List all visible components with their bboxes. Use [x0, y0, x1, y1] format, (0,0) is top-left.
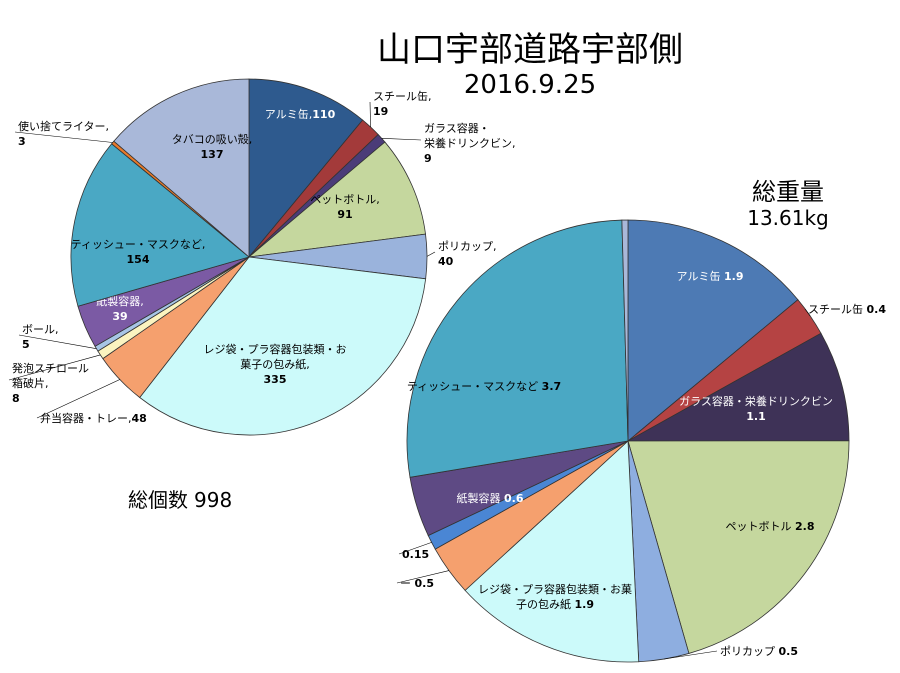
slice-label-count-3: ペットボトル, 91 [310, 193, 380, 221]
slice-label-weight-7: 0.15 [402, 548, 429, 561]
chart-date: 2016.9.25 [463, 70, 597, 100]
pie-slice-weight-0 [627, 219, 799, 442]
slice-label-count-5: レジ袋・プラ容器包装類・お菓子の包み紙, 335 [204, 342, 347, 386]
pie-slice-count-0 [248, 78, 364, 259]
leader-line-count-8 [18, 334, 97, 349]
slice-label-count-8: ボール, 5 [22, 323, 59, 351]
leader-line-count-6 [36, 379, 120, 419]
leader-line-weight-6 [396, 570, 450, 584]
slice-label-weight-3: ペットボトル 2.8 [726, 520, 815, 533]
slice-label-count-7: 発泡スチロール箱破片, 8 [12, 361, 89, 405]
total-weight-label: 総重量 [752, 178, 824, 206]
slice-label-count-1: スチール缶, 19 [373, 89, 432, 118]
leader-line-count-11 [14, 131, 113, 143]
leader-line-count-7 [8, 354, 101, 381]
total-count: 総個数 998 [128, 484, 238, 513]
slice-label-weight-8: 紙製容器 0.6 [457, 491, 524, 505]
slice-label-weight-4: ポリカップ 0.5 [720, 645, 798, 658]
pie-slice-count-5 [139, 256, 427, 436]
leader-line-count-1 [369, 101, 371, 128]
total-count-label: 総個数 [128, 488, 188, 512]
pie-slice-weight-9 [406, 219, 629, 478]
leader-line-count-4 [426, 251, 436, 257]
pie-slice-weight-10 [621, 219, 629, 442]
slice-label-count-4: ポリカップ, 40 [438, 240, 497, 268]
count-pie: アルミ缶,110 スチール缶, 19 ガラス容器・栄養ドリンクビン, 9 ペットボトル, 9… [8, 78, 516, 436]
slice-label-count-2: ガラス容器・栄養ドリンクビン, 9 [424, 121, 516, 165]
leader-line-weight-7 [398, 542, 432, 555]
slice-label-count-12: タバコの吸い殻, 137 [172, 132, 253, 161]
pie-slice-weight-5 [464, 440, 640, 663]
chart-title: 山口宇部道路宇部側 [377, 30, 683, 70]
pie-slice-count-3 [247, 141, 426, 258]
pie-slice-weight-2 [626, 332, 850, 442]
slice-label-weight-0: アルミ缶 1.9 [677, 269, 744, 283]
leader-line-weight-4 [664, 650, 718, 660]
leader-line-weight-1 [804, 308, 811, 317]
pie-slice-count-12 [113, 78, 250, 258]
slice-label-count-6: 弁当容器・トレー,48 [40, 411, 147, 425]
total-count-value: 998 [194, 488, 233, 512]
weight-pie: アルミ缶 1.9 スチール缶 0.4 ガラス容器・栄養ドリンクビン 1.1 ペットボトル… [396, 219, 886, 663]
slice-label-weight-9: ティッシュー・マスクなど 3.7 [407, 380, 561, 393]
total-weight-value: 13.61kg [747, 206, 829, 230]
slice-label-count-11: 使い捨てライター, 3 [18, 119, 109, 148]
slice-label-weight-1: スチール缶 0.4 [808, 302, 886, 316]
slice-label-count-10: ティッシュー・マスクなど, 154 [71, 238, 206, 266]
leader-line-count-2 [381, 138, 422, 141]
slice-label-weight-2: ガラス容器・栄養ドリンクビン 1.1 [679, 394, 833, 423]
slice-label-weight-5: レジ袋・プラ容器包装類・お菓子の包み紙 1.9 [478, 582, 632, 611]
pie-slice-weight-3 [627, 440, 850, 654]
slice-label-weight-6: ー 0.5 [400, 577, 434, 590]
slice-label-count-0: アルミ缶,110 [265, 107, 336, 121]
pie-slice-count-10 [70, 143, 250, 307]
